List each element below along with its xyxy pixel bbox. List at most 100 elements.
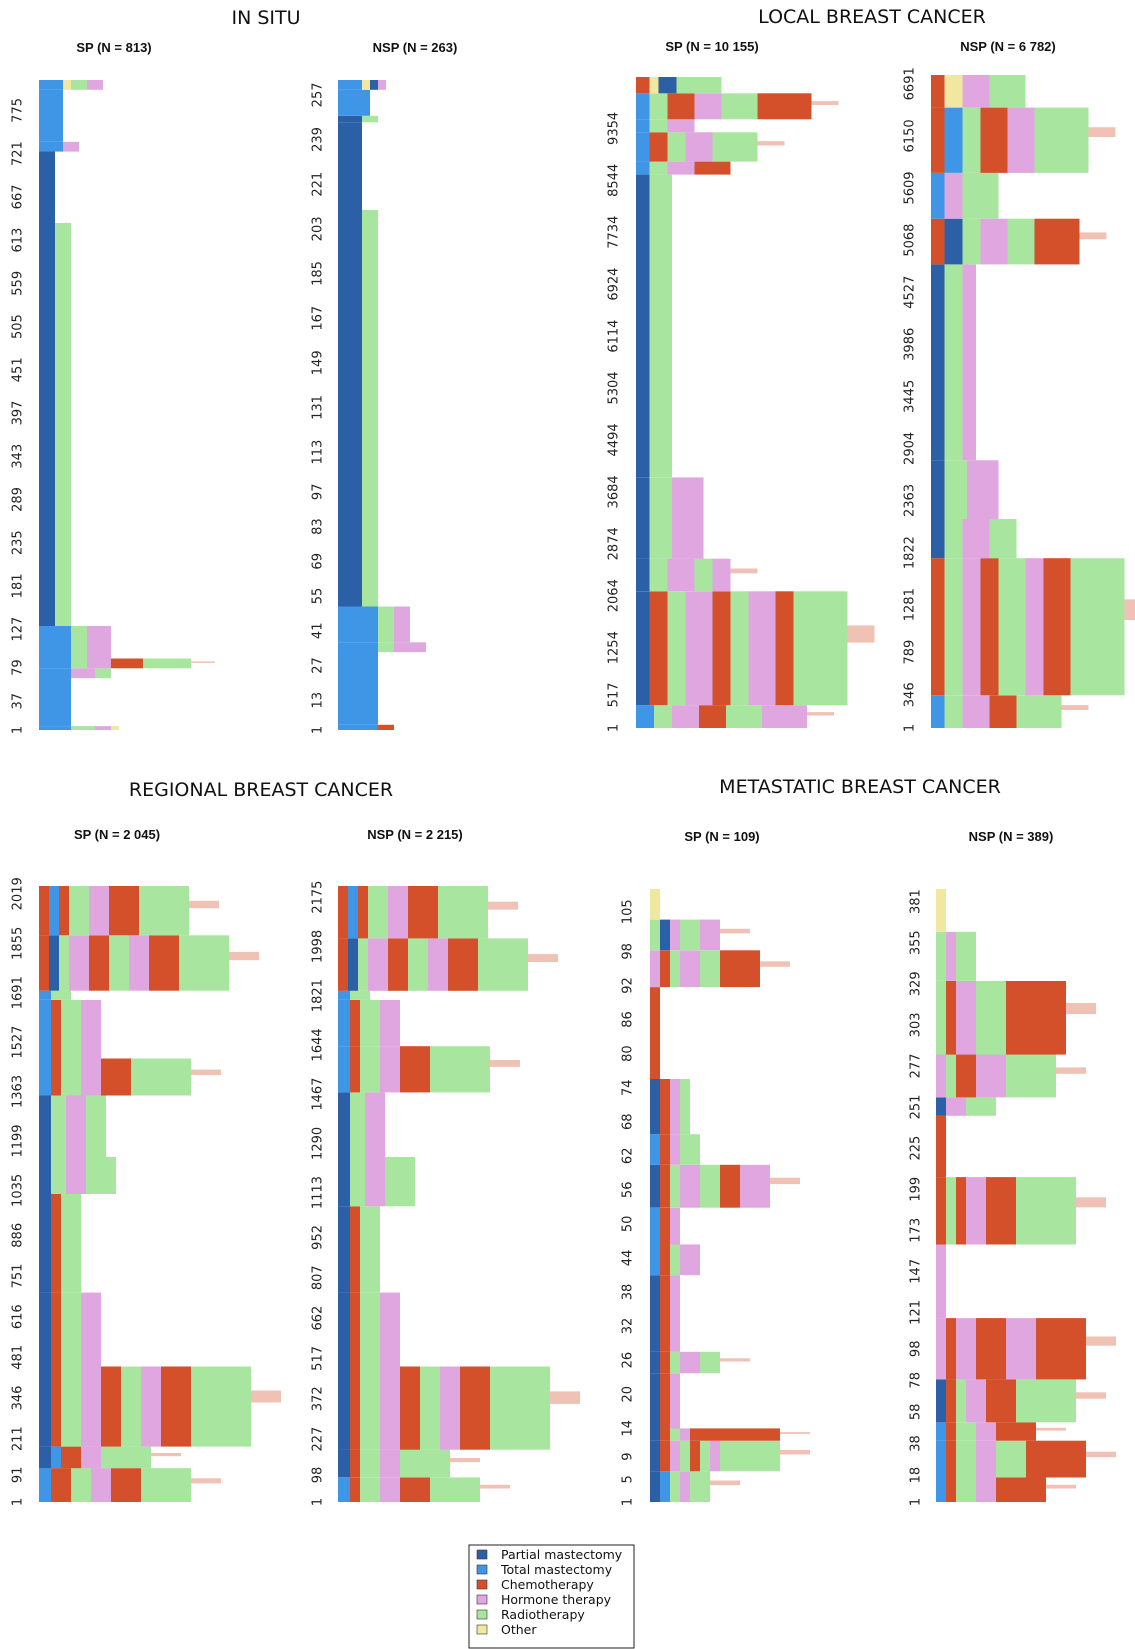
sequence-bar-radio (944, 460, 967, 520)
sequence-bar-chemo (660, 1275, 670, 1352)
sequence-bar-total (636, 705, 654, 728)
y-tick-label: 451 (11, 357, 26, 382)
sequence-bar-total (650, 1207, 660, 1245)
y-tick-label: 397 (11, 401, 26, 426)
y-tick-label: 98 (621, 943, 636, 960)
section-title-local: LOCAL BREAST CANCER (758, 6, 986, 28)
sequence-bar-chemo (660, 1440, 670, 1472)
sequence-bar-radio (95, 668, 111, 679)
y-tick-label: 50 (621, 1216, 636, 1233)
y-tick-label: 329 (909, 971, 924, 996)
y-tick-label: 257 (311, 82, 326, 107)
sequence-bar-radio (700, 1440, 710, 1472)
sequence-bar-hormone (670, 1079, 680, 1135)
y-tick-label: 37 (11, 693, 26, 710)
sequence-bar-chemo (712, 591, 731, 706)
y-tick-label: 277 (909, 1053, 924, 1078)
sequence-bar-hormone (946, 931, 956, 981)
sequence-bar-total (338, 652, 378, 725)
sequence-tail (450, 1458, 480, 1463)
sequence-bar-chemo (660, 1351, 670, 1374)
sequence-bar-radio (362, 210, 378, 607)
sequence-bar-chemo (720, 950, 760, 988)
sequence-bar-chemo (931, 558, 945, 696)
sequence-bar-other (936, 889, 946, 932)
y-tick-label: 5609 (903, 171, 918, 204)
sequence-bar-chemo (378, 724, 394, 730)
y-tick-label: 211 (11, 1426, 26, 1451)
sequence-bar-chemo (946, 1318, 956, 1380)
sequence-bar-chemo (400, 1366, 420, 1450)
sequence-tail (757, 141, 785, 146)
y-tick-label: 203 (311, 216, 326, 241)
sequence-tail (550, 1391, 580, 1404)
sequence-bar-chemo (946, 1440, 956, 1478)
sequence-bar-partial (936, 1097, 946, 1116)
sequence-bar-partial (636, 558, 650, 592)
sequence-bar-radio (131, 1058, 191, 1096)
y-tick-label: 83 (311, 518, 326, 535)
sequence-bar-radio (360, 1366, 380, 1450)
sequence-bar-radio (944, 519, 963, 559)
sequence-bar-radio (962, 218, 981, 265)
sequence-bar-chemo (775, 591, 794, 706)
sequence-bar-radio (55, 223, 71, 626)
sequence-bar-partial (370, 80, 378, 90)
y-tick-label: 346 (903, 682, 918, 707)
sequence-bar-radio (649, 174, 672, 478)
sequence-bar-radio (680, 1440, 690, 1472)
sequence-bar-hormone (956, 1318, 976, 1380)
sequence-bar-hormone (680, 1164, 700, 1208)
y-tick-label: 105 (621, 899, 636, 924)
y-tick-label: 4494 (607, 423, 622, 456)
y-tick-label: 789 (903, 640, 918, 665)
y-tick-label: 1644 (311, 1028, 326, 1061)
panel-1: NSP (N = 263)113274155698397113131149167… (311, 40, 458, 734)
sequence-bar-radio (1034, 107, 1089, 173)
sequence-bar-partial (650, 1471, 660, 1502)
sequence-bar-radio (61, 1000, 81, 1059)
sequence-bar-partial (650, 1164, 660, 1208)
y-tick-label: 1199 (11, 1124, 26, 1157)
sequence-bar-chemo (660, 1207, 670, 1245)
sequence-bar-partial (39, 151, 55, 223)
sequence-tail (1061, 705, 1089, 710)
sequence-bar-hormone (378, 80, 386, 90)
legend-swatch-partial (476, 1549, 488, 1560)
sequence-bar-chemo (931, 75, 945, 108)
sequence-bar-total (338, 642, 378, 653)
sequence-bar-chemo (1036, 1318, 1086, 1380)
sequence-bar-radio (71, 658, 87, 669)
sequence-bar-radio (966, 1097, 996, 1116)
y-tick-label: 113 (311, 440, 326, 465)
sequence-bar-radio (430, 1046, 490, 1093)
sequence-bar-other (650, 889, 660, 920)
sequence-bar-radio (956, 931, 976, 981)
panel-3: NSP (N = 6 782) 1 346 789 1281 1822 2363 2904 34… (903, 39, 1135, 732)
sequence-bar-partial (658, 77, 677, 94)
sequence-bar-chemo (936, 1177, 946, 1245)
sequence-bar-hormone (712, 558, 731, 592)
y-tick-label: 149 (311, 350, 326, 375)
sequence-bar-chemo (660, 1428, 670, 1441)
sequence-bar-chemo (660, 950, 670, 988)
sequence-bar-radio (350, 1092, 365, 1158)
sequence-bar-other (362, 80, 370, 90)
sequence-bar-chemo (39, 886, 49, 936)
y-tick-label: 9354 (607, 112, 622, 145)
y-tick-label: 1 (311, 1498, 326, 1506)
sequence-bar-radio (989, 75, 1026, 108)
panel-6: SP (N = 109) 1 5 9 14 20 26 32 38 44 50 56 62 68 74 80 8… (621, 829, 810, 1506)
sequence-bar-chemo (350, 1000, 360, 1047)
y-tick-label: 1 (11, 1498, 26, 1506)
sequence-bar-hormone (670, 1440, 680, 1472)
y-tick-label: 68 (621, 1113, 636, 1130)
sequence-bar-total (931, 173, 945, 219)
sequence-bar-hormone (428, 938, 448, 991)
sequence-bar-radio (680, 1134, 700, 1165)
sequence-bar-radio (944, 695, 963, 728)
sequence-bar-chemo (111, 658, 143, 669)
y-tick-label: 303 (909, 1012, 924, 1037)
sequence-bar-hormone (967, 460, 999, 520)
sequence-tail (488, 901, 518, 910)
